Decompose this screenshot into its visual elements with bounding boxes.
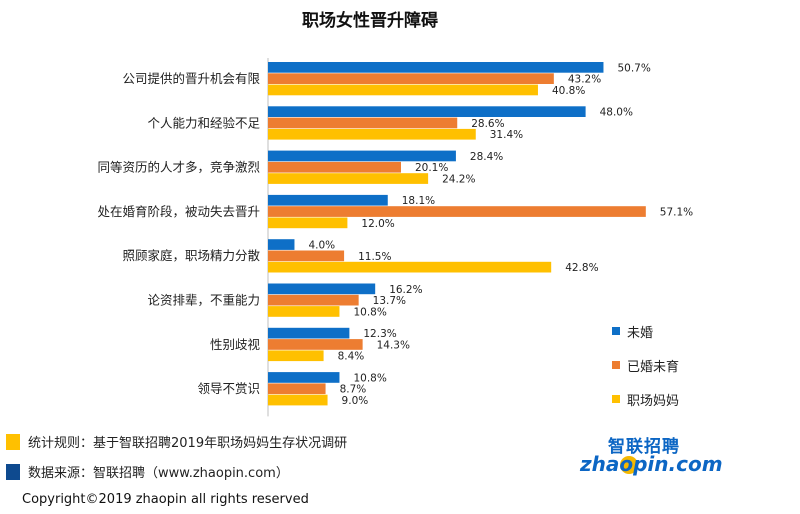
zhaopin-logo: 智联招聘 zhaopin.com	[580, 428, 723, 488]
category-label: 公司提供的晋升机会有限	[122, 71, 260, 86]
bar-chart: 公司提供的晋升机会有限 50.7% 43.2%40.8% 个人能力和经验不足 48.0%…	[97, 58, 693, 417]
bar-value-label: 14.3%	[377, 339, 410, 351]
bar-value-label: 8.4%	[338, 351, 365, 363]
note-source-swatch	[6, 463, 20, 480]
legend-label-working-mom: 职场妈妈	[627, 393, 680, 409]
bar	[268, 372, 340, 383]
category-label: 处在婚育阶段，被动失去晋升	[97, 204, 260, 219]
bar	[268, 250, 345, 262]
bar-value-label: 12.3%	[363, 328, 396, 340]
legend-label-unmarried: 未婚	[627, 325, 654, 341]
bar-value-label: 11.5%	[358, 251, 391, 263]
bar	[268, 394, 328, 406]
bar	[268, 84, 538, 96]
bar-value-label: 28.6%	[471, 118, 504, 130]
bar	[268, 73, 554, 84]
bar-value-label: 42.8%	[565, 262, 598, 274]
bar	[268, 150, 456, 162]
bar-value-label: 16.2%	[389, 284, 422, 296]
category-label: 性别歧视	[210, 337, 261, 352]
bar	[268, 117, 458, 129]
bar-value-label: 20.1%	[415, 162, 448, 174]
bar-value-label: 57.1%	[660, 207, 693, 219]
category-label: 照顾家庭，职场精力分散	[122, 248, 260, 263]
bar-value-label: 40.8%	[552, 85, 585, 97]
bar	[268, 350, 324, 362]
legend-label-married-no-child: 已婚未育	[627, 359, 680, 375]
bar	[268, 106, 586, 117]
note-source: 数据来源：智联招聘（www.zhaopin.com）	[6, 462, 289, 481]
category-label: 同等资历的人才多，竞争激烈	[97, 160, 260, 175]
bar-value-label: 48.0%	[600, 107, 633, 119]
bar-value-label: 18.1%	[402, 195, 435, 207]
bar	[268, 327, 350, 339]
legend-swatch-married-no-child	[612, 361, 620, 369]
bar	[268, 283, 376, 295]
bar-value-label: 28.4%	[470, 151, 503, 163]
note-source-text: 数据来源：智联招聘（www.zhaopin.com）	[28, 466, 289, 481]
bar	[268, 62, 604, 73]
bar	[268, 383, 326, 395]
legend-item-working-mom: 职场妈妈	[612, 382, 679, 416]
bar-value-label: 50.7%	[617, 62, 650, 74]
bar-value-label: 10.8%	[353, 306, 386, 318]
bar-value-label: 12.0%	[361, 218, 394, 230]
bar	[268, 161, 401, 173]
category-label: 领导不赏识	[197, 381, 260, 396]
bar-value-label: 9.0%	[342, 395, 369, 407]
legend-swatch-unmarried	[612, 327, 620, 335]
legend: 未婚 已婚未育 职场妈妈	[612, 314, 679, 416]
legend-item-unmarried: 未婚	[612, 314, 679, 348]
bar-value-label: 24.2%	[442, 174, 475, 186]
chart-title: 职场女性晋升障碍	[302, 11, 438, 31]
bar	[268, 339, 363, 350]
bar-value-label: 13.7%	[373, 295, 406, 307]
legend-item-married-no-child: 已婚未育	[612, 348, 679, 382]
category-label: 个人能力和经验不足	[147, 115, 260, 130]
note-rule-text: 统计规则：基于智联招聘2019年职场妈妈生存状况调研	[28, 436, 348, 451]
logo-dot-icon	[620, 456, 638, 474]
bar	[268, 173, 429, 184]
bar-value-label: 43.2%	[568, 74, 601, 86]
bar-value-label: 8.7%	[340, 384, 367, 396]
note-rule: 统计规则：基于智联招聘2019年职场妈妈生存状况调研	[6, 432, 347, 451]
copyright-text: Copyright©2019 zhaopin all rights reserv…	[22, 492, 309, 507]
bar	[268, 306, 340, 317]
logo-en-text: zhaopin.com	[580, 452, 723, 476]
bar-value-label: 10.8%	[353, 372, 386, 384]
bar	[268, 194, 388, 206]
category-label: 论资排辈，不重能力	[147, 292, 260, 307]
bar	[268, 239, 295, 250]
bar	[268, 261, 552, 273]
bar-value-label: 31.4%	[490, 129, 523, 141]
bar	[268, 128, 476, 140]
note-rule-swatch	[6, 433, 20, 450]
bar	[268, 217, 348, 229]
bar	[268, 206, 646, 217]
bar	[268, 294, 359, 306]
logo-cn-text: 智联招聘	[608, 437, 680, 457]
bar-value-label: 4.0%	[308, 240, 335, 252]
legend-swatch-working-mom	[612, 395, 620, 403]
